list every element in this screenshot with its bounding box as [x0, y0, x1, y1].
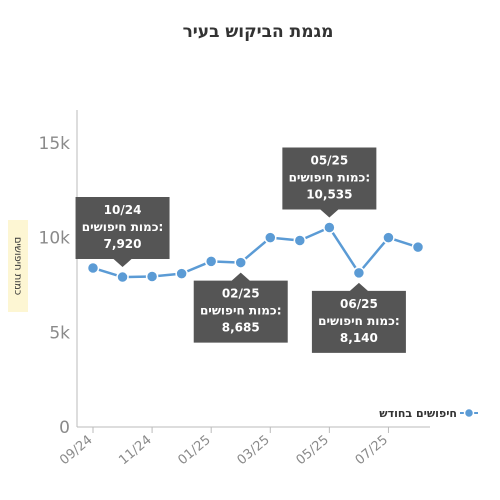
data-point[interactable]: [234, 256, 247, 269]
callout-box: [193, 272, 288, 343]
data-point[interactable]: [116, 270, 129, 284]
callout-period: 10/24: [104, 203, 142, 217]
chart-title: מגמת הביקוש בעיר: [183, 22, 334, 42]
callout: 02/25 כמות חיפושים: 8,685: [193, 272, 288, 343]
y-tick-label: 0: [59, 418, 70, 438]
y-ticks: 0 5k 10k 15k: [39, 134, 71, 438]
data-point[interactable]: [323, 221, 336, 234]
callout-value: 8,140: [340, 331, 378, 345]
data-point[interactable]: [204, 255, 218, 268]
callout-value: 10,535: [306, 188, 352, 202]
data-point[interactable]: [175, 267, 188, 280]
callout-period: 05/25: [310, 154, 348, 168]
callout-label: כמות חיפושים:: [200, 304, 282, 318]
data-point[interactable]: [382, 231, 395, 244]
data-point[interactable]: [293, 234, 307, 247]
x-ticks: 09/24 11/24 01/25 03/25 05/25 07/25: [57, 427, 391, 468]
data-points: [86, 221, 425, 284]
x-tick-label: 03/25: [234, 433, 272, 469]
data-point[interactable]: [145, 270, 159, 283]
callout-box: [75, 197, 170, 268]
callout-box: [311, 282, 406, 353]
y-axis-label-text: כמות חיפושים: [12, 237, 23, 295]
y-axis-label: כמות חיפושים: [8, 220, 28, 312]
legend-marker: [463, 407, 475, 419]
callout-value: 8,685: [222, 321, 260, 335]
callout-label: כמות חיפושים:: [82, 220, 164, 234]
y-tick-label: 15k: [39, 134, 71, 154]
callouts: 10/24 כמות חיפושים: 7,920 02/25 כמות חיפושים…: [75, 147, 406, 353]
x-tick-label: 11/24: [116, 433, 154, 469]
callout-box: [282, 147, 377, 218]
y-tick-label: 5k: [49, 323, 70, 343]
data-point[interactable]: [264, 231, 277, 244]
callout-period: 02/25: [222, 287, 260, 301]
callout: 10/24 כמות חיפושים: 7,920: [75, 197, 170, 268]
callout: 05/25 כמות חיפושים: 10,535: [282, 147, 377, 218]
x-tick-label: 05/25: [294, 433, 332, 469]
callout-period: 06/25: [340, 297, 378, 311]
callout: 06/25 כמות חיפושים: 8,140: [311, 282, 406, 353]
callout-label: כמות חיפושים:: [289, 171, 371, 185]
x-tick-label: 01/25: [175, 433, 213, 469]
y-tick-label: 10k: [39, 229, 71, 249]
data-point[interactable]: [411, 240, 425, 254]
data-point[interactable]: [352, 266, 366, 280]
legend[interactable]: חיפושים בחודש: [379, 407, 478, 420]
callout-value: 7,920: [104, 237, 142, 251]
legend-label: חיפושים בחודש: [379, 407, 457, 420]
callout-label: כמות חיפושים:: [318, 314, 400, 328]
x-tick-label: 07/25: [353, 433, 391, 469]
data-point[interactable]: [86, 261, 100, 275]
